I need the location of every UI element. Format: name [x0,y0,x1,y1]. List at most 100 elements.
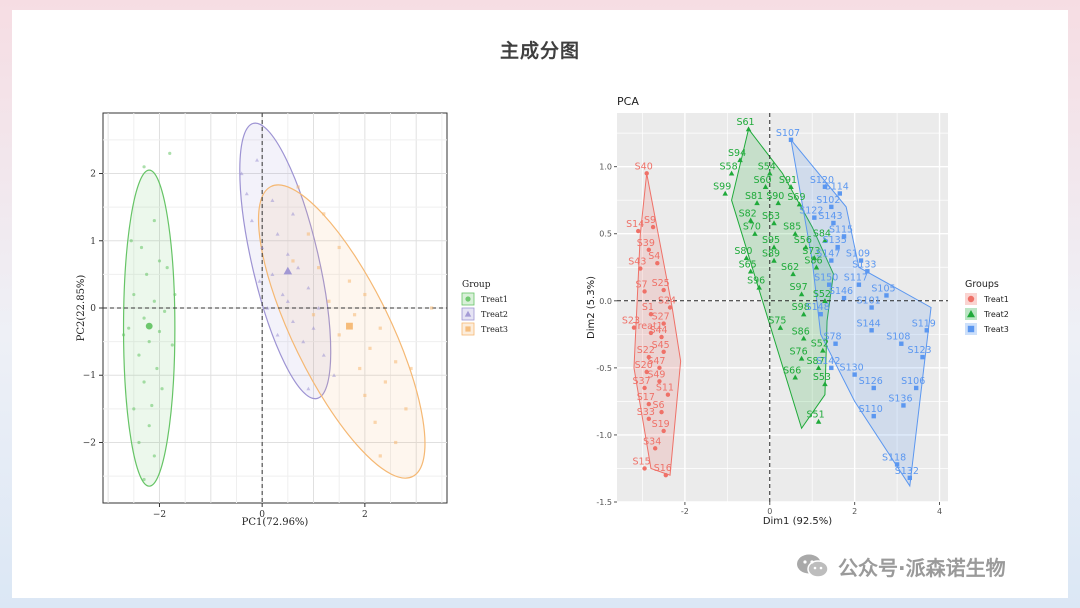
point-label: S110 [859,404,883,415]
point-label: S20 [635,360,653,371]
data-point-treat1 [155,366,159,371]
data-point-treat1 [659,334,664,340]
data-point-treat2 [754,200,760,206]
data-point-treat1 [147,340,151,344]
data-point-treat2 [290,211,295,216]
point-label: S81 [745,191,763,202]
left-legend-title: Group [462,280,491,290]
data-point-treat3 [317,266,321,270]
right-yaxis-label: Dim2 (5.3%) [586,276,597,339]
data-point-treat2 [290,319,295,324]
data-point-treat2 [771,257,777,263]
data-point-treat2 [822,381,828,387]
data-point-treat2 [257,279,262,283]
data-point-treat3 [363,393,367,398]
watermark: 公众号·派森诺生物 [796,552,1006,580]
data-point-treat3 [378,454,382,458]
point-label: S23 [622,316,640,327]
data-point-treat1 [150,403,154,408]
point-label: S40 [635,161,653,172]
point-label: S114 [825,181,849,192]
point-label: S99 [713,181,731,192]
data-point-treat3 [871,385,876,391]
left-xaxis-label: PC1(72.96%) [242,517,309,528]
data-point-treat3 [358,366,362,371]
confidence-ellipse-treat3 [257,184,426,479]
data-point-treat3 [383,380,387,384]
point-label: S47 [647,356,665,367]
point-label: S73 [802,246,820,257]
left-legend-label: Treat1 [481,295,508,304]
data-point-treat2 [296,265,301,270]
point-label: S27 [652,312,670,323]
data-point-treat2 [285,252,290,256]
data-point-treat1 [168,151,172,155]
data-point-treat3 [894,462,900,467]
point-label: S14 [626,219,644,230]
point-label: S115 [829,224,853,235]
point-label: S63 [762,211,780,222]
data-point-treat3 [296,185,300,189]
data-point-treat3 [869,305,874,310]
data-point-treat1 [661,287,666,293]
point-label: S144 [857,318,881,329]
data-point-treat1 [121,333,126,337]
point-label: S82 [739,208,757,219]
data-point-treat3 [920,354,925,360]
point-label: S66 [783,365,801,376]
data-point-treat2 [728,170,735,176]
centroid-treat1 [145,322,153,330]
right-ytick-label: 0.5 [599,230,612,239]
point-label: S69 [787,192,805,203]
data-point-treat2 [270,198,275,203]
data-point-treat2 [775,200,782,206]
data-point-treat1 [659,409,664,415]
data-point-treat1 [137,353,141,357]
data-point-treat3 [841,295,847,301]
right-ytick-label: -0.5 [596,364,612,373]
data-point-treat2 [815,418,822,424]
data-point-treat2 [275,232,280,236]
data-point-treat3 [869,328,874,333]
left-xtick-label: 2 [362,510,368,520]
data-point-treat2 [756,284,762,290]
data-point-treat1 [642,385,647,391]
data-point-treat1 [145,272,149,276]
data-point-treat3 [378,326,382,330]
data-point-treat2 [722,190,728,196]
data-point-treat2 [332,373,337,377]
left-xtick-label: −2 [153,510,166,520]
point-label: S108 [886,332,910,343]
data-point-treat3 [327,299,331,303]
point-label: S87 [807,356,825,367]
point-label: S44 [649,325,667,336]
right-legend-marker [967,295,975,303]
data-point-treat2 [800,311,807,317]
data-point-treat3 [291,259,295,263]
data-point-treat1 [132,407,136,411]
right-legend-title: Groups [965,279,999,290]
point-label: S43 [628,257,646,268]
right-xaxis-label: Dim1 (92.5%) [763,516,832,527]
data-point-treat2 [255,158,260,162]
data-point-treat3 [829,204,834,210]
data-point-treat2 [803,244,809,250]
data-point-treat1 [650,224,656,230]
data-point-treat2 [285,299,290,303]
data-point-treat3 [833,341,838,346]
data-point-treat1 [157,329,162,334]
data-point-treat3 [822,184,828,189]
data-point-treat2 [792,230,798,236]
right-xtick-label: 2 [852,507,857,516]
point-label: S54 [758,161,776,172]
left-legend-marker [465,326,471,332]
left-ytick-label: 2 [90,170,96,180]
data-point-treat2 [796,201,803,207]
right-legend-label: Treat2 [983,310,1009,319]
data-point-treat1 [646,401,652,407]
data-point-treat1 [129,239,133,243]
data-point-treat1 [631,325,637,330]
data-point-treat3 [368,346,372,350]
data-point-treat3 [826,282,832,287]
point-label: S78 [823,332,841,343]
